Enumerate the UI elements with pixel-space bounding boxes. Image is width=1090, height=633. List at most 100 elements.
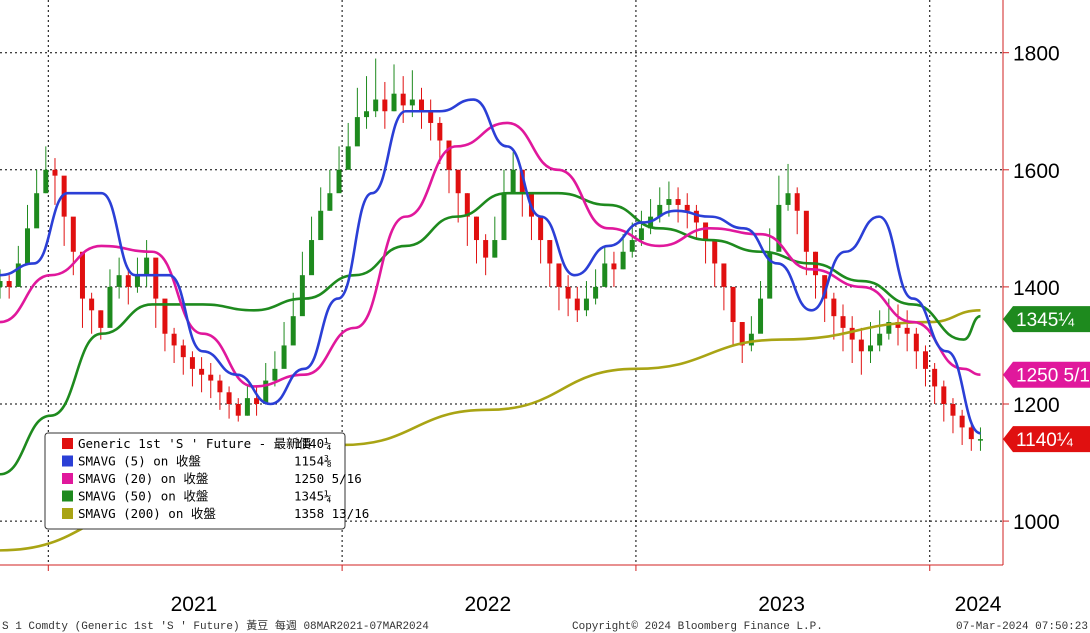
candle-body: [849, 327, 855, 340]
footer-left: S 1 Comdty (Generic 1st 'S ' Future) 黃豆 …: [2, 618, 429, 633]
legend-swatch: [62, 508, 73, 519]
candle-body: [712, 240, 718, 264]
candle-body: [199, 368, 205, 375]
candle-body: [556, 263, 562, 287]
candle-body: [263, 380, 269, 404]
candle-body: [208, 374, 214, 381]
candle-body: [776, 204, 782, 252]
candle-body: [382, 99, 388, 112]
candle-body: [162, 298, 168, 334]
candle-body: [895, 322, 901, 328]
candle-body: [868, 345, 874, 352]
candle-body: [428, 111, 434, 123]
candle-body: [455, 169, 461, 194]
candle-body: [565, 286, 571, 299]
x-tick-label: 2021: [171, 593, 218, 616]
legend-value: 1250 5/16: [294, 471, 362, 486]
value-badge: [1003, 361, 1090, 388]
candle-body: [968, 427, 974, 440]
candle-body: [877, 333, 883, 346]
candle-body: [299, 275, 305, 317]
candle-body: [153, 257, 159, 299]
legend-swatch: [62, 490, 73, 502]
candle-body: [6, 281, 12, 287]
candle-body: [538, 216, 544, 241]
candle-body: [79, 251, 85, 299]
legend-value: 1345¼: [294, 489, 332, 504]
candle-body: [483, 240, 489, 258]
candle-body: [336, 169, 342, 194]
candle-body: [693, 210, 699, 223]
legend-swatch: [62, 455, 73, 467]
candle-body: [748, 333, 754, 346]
candle-body: [0, 281, 3, 287]
candle-body: [354, 117, 360, 147]
ma-line: [0, 191, 981, 476]
x-tick-label: 2023: [758, 593, 805, 616]
candle-body: [932, 368, 938, 387]
candle-body: [657, 204, 663, 217]
candle-body: [364, 111, 370, 118]
candle-body: [254, 398, 260, 404]
candle-body: [675, 199, 681, 205]
candle-body: [611, 263, 617, 270]
candle-body: [739, 322, 745, 346]
candle-body: [501, 193, 507, 241]
candle-body: [473, 216, 479, 241]
candle-body: [226, 392, 232, 404]
candle-body: [758, 298, 764, 334]
candle-body: [583, 298, 589, 311]
candle-body: [785, 193, 791, 205]
candle-body: [217, 380, 223, 393]
candle-body: [235, 403, 241, 416]
candle-body: [767, 251, 773, 299]
candle-body: [409, 99, 415, 106]
value-badge: [1003, 306, 1090, 333]
candle-body: [189, 357, 195, 369]
candle-body: [345, 146, 351, 170]
candle-body: [391, 93, 397, 112]
last-value-badges: 1345¼ 1250 5/16 1140¼: [1003, 306, 1090, 453]
candle-body: [684, 204, 690, 211]
candle-body: [629, 240, 635, 252]
candle-body: [43, 169, 49, 194]
candle-body: [803, 210, 809, 252]
candle-body: [922, 351, 928, 369]
candle-body: [437, 122, 443, 141]
candle-body: [858, 339, 864, 352]
candle-body: [492, 240, 498, 258]
y-tick-label: 1400: [1013, 277, 1060, 300]
candle-body: [703, 222, 709, 241]
candle-body: [281, 345, 287, 369]
candle-body: [794, 193, 800, 211]
candle-body: [547, 240, 553, 264]
y-axis-ticks: 1000 1200 1400 1600 1800: [1003, 43, 1060, 534]
candle-body: [98, 310, 104, 328]
candle-body: [446, 140, 452, 170]
candle-body: [464, 193, 470, 217]
legend-label: SMAVG (20) on 收盤: [78, 471, 209, 486]
candle-body: [318, 210, 324, 241]
candle-body: [510, 169, 516, 194]
candle-body: [373, 99, 379, 112]
y-tick-label: 1000: [1013, 511, 1060, 534]
candle-body: [309, 240, 315, 276]
value-badge-label: 1140¼: [1016, 430, 1074, 451]
candle-body: [831, 298, 837, 317]
candle-body: [638, 228, 644, 241]
value-badge-label: 1345¼: [1016, 310, 1075, 331]
candle-body: [904, 327, 910, 334]
candle-body: [959, 415, 965, 428]
footer-center: Copyright© 2024 Bloomberg Finance L.P.: [572, 621, 823, 633]
candle-body: [602, 263, 608, 287]
candle-body: [886, 322, 892, 334]
y-tick-label: 1800: [1013, 43, 1060, 66]
candle-body: [574, 298, 580, 311]
candle-body: [61, 175, 67, 217]
candle-body: [144, 257, 150, 276]
candle-body: [290, 316, 296, 346]
x-axis-ticks: 2021 2022 2023 2024: [47, 565, 1002, 616]
y-tick-label: 1200: [1013, 394, 1060, 417]
